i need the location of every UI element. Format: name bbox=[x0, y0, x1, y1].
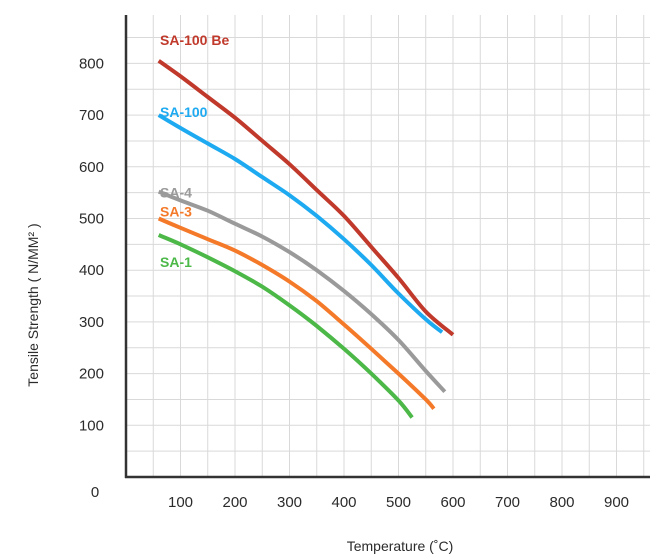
x-tick-label: 300 bbox=[277, 494, 302, 511]
axes bbox=[124, 15, 650, 479]
y-tick-label: 200 bbox=[79, 366, 104, 383]
x-tick-label: 800 bbox=[549, 494, 574, 511]
origin-label: 0 bbox=[91, 484, 99, 501]
x-tick-label: 200 bbox=[222, 494, 247, 511]
series-label-sa-4: SA-4 bbox=[160, 185, 192, 201]
y-tick-label: 400 bbox=[79, 262, 104, 279]
x-tick-label: 600 bbox=[440, 494, 465, 511]
series-label-sa-100-be: SA-100 Be bbox=[160, 32, 229, 48]
y-tick-label: 700 bbox=[79, 107, 104, 124]
y-tick-label: 800 bbox=[79, 55, 104, 72]
x-tick-label: 500 bbox=[386, 494, 411, 511]
series-labels: SA-100 Be SA-100 SA-4 SA-3 SA-1 bbox=[160, 32, 229, 270]
y-tick-label: 500 bbox=[79, 211, 104, 228]
series-line-sa-100-be bbox=[157, 59, 455, 337]
x-tick-label: 700 bbox=[495, 494, 520, 511]
series-lines bbox=[157, 59, 455, 419]
x-axis-title: Temperature (˚C) bbox=[347, 538, 454, 554]
x-tick-label: 400 bbox=[331, 494, 356, 511]
y-tick-label: 300 bbox=[79, 314, 104, 331]
series-label-sa-100: SA-100 bbox=[160, 104, 208, 120]
series-label-sa-1: SA-1 bbox=[160, 254, 192, 270]
series-line-sa-3 bbox=[157, 216, 436, 411]
series-label-sa-3: SA-3 bbox=[160, 204, 192, 220]
x-tick-label: 100 bbox=[168, 494, 193, 511]
series-line-sa-100 bbox=[157, 113, 444, 334]
grid-lines bbox=[126, 15, 650, 477]
x-tick-label: 900 bbox=[604, 494, 629, 511]
tick-labels: 100 200 300 400 500 600 700 800 900 100 200 300 400 5… bbox=[79, 55, 629, 511]
series-line-sa-1 bbox=[157, 233, 414, 419]
y-tick-label: 600 bbox=[79, 159, 104, 176]
y-tick-label: 100 bbox=[79, 417, 104, 434]
y-axis-title: Tensile Strength ( N/MM² ) bbox=[25, 223, 41, 386]
series-line-sa-4 bbox=[157, 189, 447, 394]
